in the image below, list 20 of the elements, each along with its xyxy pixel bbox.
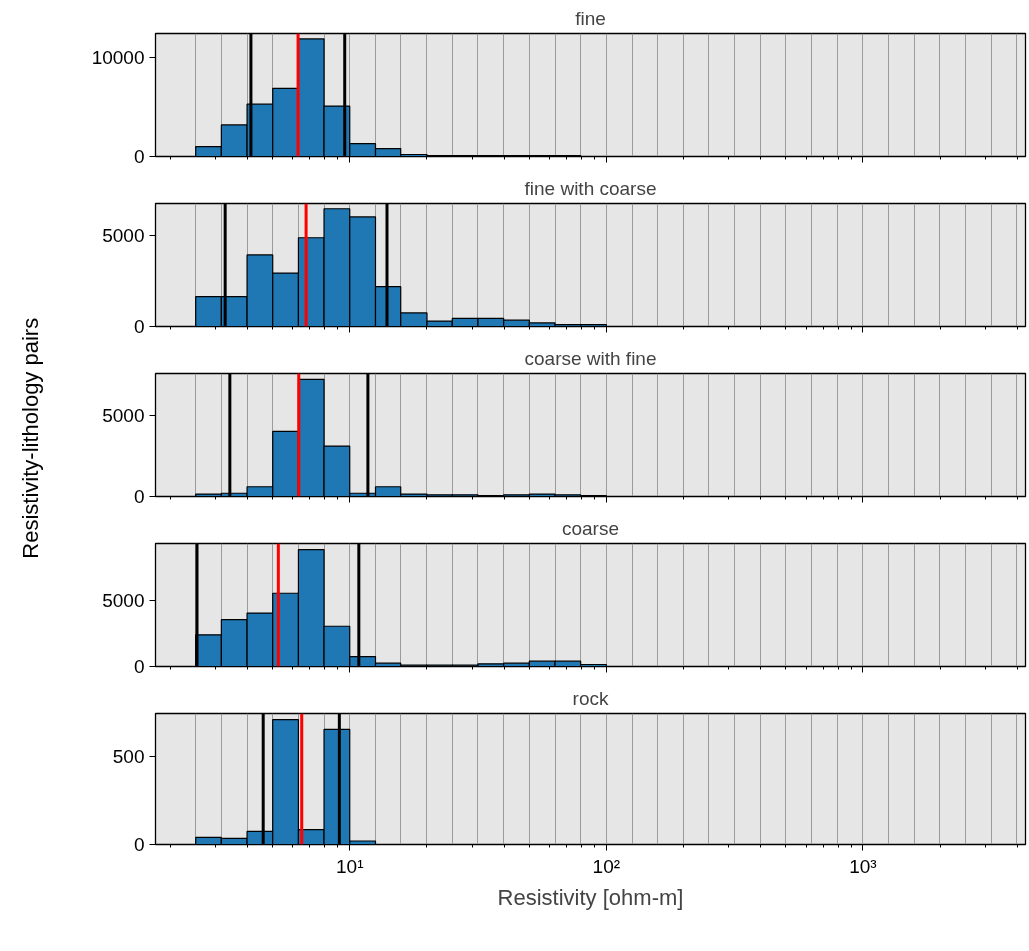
x-tick-label: 10³	[849, 855, 877, 877]
y-tick-label: 0	[133, 146, 145, 167]
y-tick-label: 5000	[102, 590, 145, 612]
chart-title: coarse	[561, 517, 620, 539]
y-tick-label: 0	[133, 656, 145, 677]
y-tick-label: 0	[133, 486, 145, 507]
y-axis-title: Resistivity-lithology pairs	[18, 317, 43, 559]
y-tick-label: 10000	[91, 47, 145, 69]
chart-title: coarse with fine	[524, 347, 657, 369]
chart-title: fine with coarse	[524, 177, 657, 199]
y-tick-label: 0	[133, 834, 145, 855]
y-tick-label: 5000	[102, 225, 145, 247]
x-tick-label: 10²	[592, 855, 621, 877]
chart-title: rock	[572, 687, 609, 709]
y-tick-label: 0	[133, 316, 145, 337]
y-tick-label: 5000	[102, 404, 145, 426]
y-tick-label: 500	[112, 746, 145, 768]
chart-title: fine	[575, 7, 606, 29]
x-tick-label: 10¹	[336, 855, 364, 877]
x-axis-title: Resistivity [ohm-m]	[497, 884, 684, 910]
